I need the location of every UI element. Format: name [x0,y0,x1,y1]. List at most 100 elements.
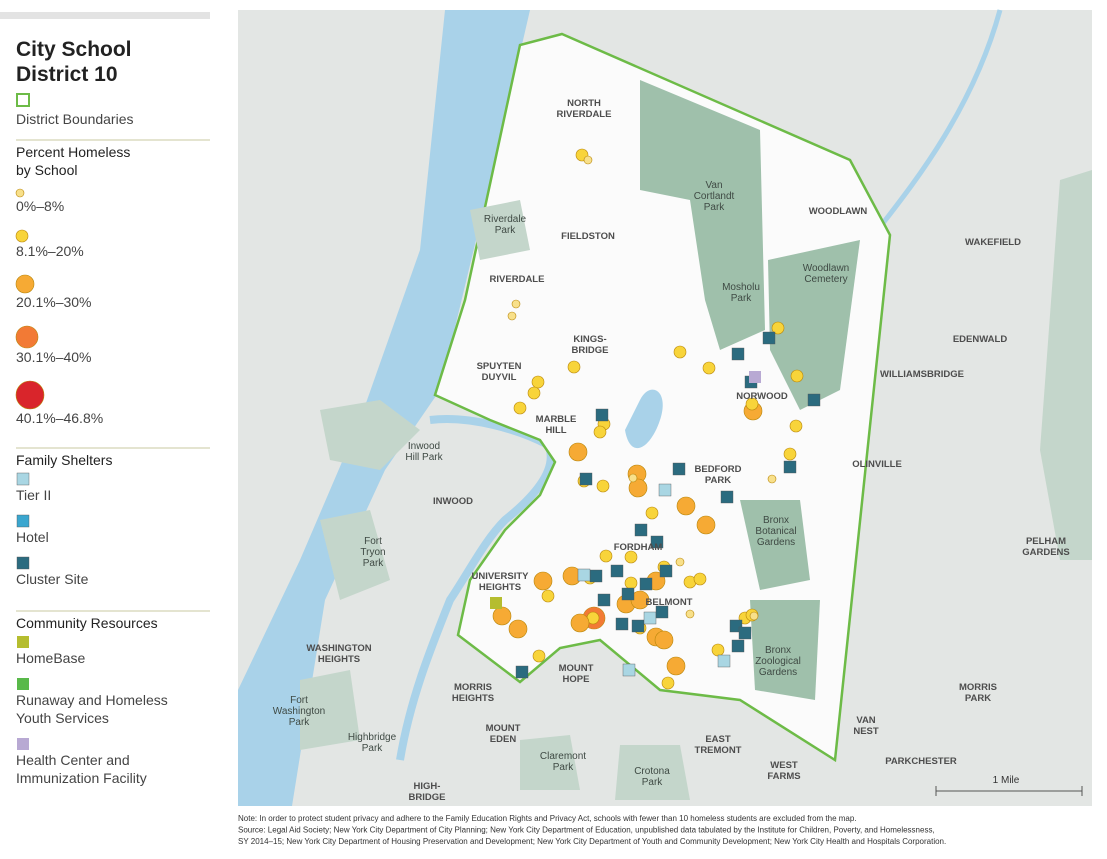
note: Source: Legal Aid Society; New York City… [238,826,935,835]
place-label: HEIGHTS [479,582,521,593]
legend-icon [16,514,30,528]
scale-label: 1 Mile [993,775,1020,786]
place-label: UNIVERSITY [471,571,529,582]
place-label: FIELDSTON [561,231,615,242]
park-label: Park [362,743,384,754]
park-label: Claremont [540,751,586,762]
place-label: FARMS [767,771,800,782]
park-area [640,80,765,350]
school-marker [507,311,517,321]
legend-item: Immunization Facility [16,770,147,786]
place-label: VAN [856,715,875,726]
shelter-marker [731,347,745,361]
place-label: GARDENS [1022,547,1070,558]
park-label: Bronx [763,515,789,526]
park-label: Cemetery [804,274,847,285]
place-label: HOPE [563,674,590,685]
park-label: Park [289,717,311,728]
park-label: Cortlandt [694,191,735,202]
place-label: WASHINGTON [306,643,371,654]
place-label: WILLIAMSBRIDGE [880,369,964,380]
school-marker [666,656,686,676]
legend-heading: Family Shelters [16,452,112,468]
place-label: MORRIS [959,682,997,693]
school-marker [541,589,555,603]
school-marker [789,419,803,433]
legend-item: 30.1%–40% [16,349,92,365]
place-label: DUYVIL [482,372,517,383]
park-area [520,735,580,790]
park-label: Zoological [755,656,801,667]
park-label: Park [363,558,385,569]
top-bar [0,12,210,19]
place-label: MARBLE [536,414,577,425]
legend-icon [17,678,29,690]
place-label: WAKEFIELD [965,237,1021,248]
place-label: TREMONT [695,745,742,756]
park-label: Gardens [757,537,795,548]
park-label: Fort [290,695,308,706]
map: 1 Mile [238,9,1092,806]
shelter-marker [579,472,593,486]
park-label: Van [705,180,722,191]
park-label: Inwood [408,441,440,452]
park-area [615,745,690,800]
boundary-swatch [16,93,30,107]
school-marker [628,473,638,483]
legend-item: Hotel [16,529,49,545]
shelter-marker [643,611,657,625]
school-marker [673,345,687,359]
place-label: HILL [545,425,566,436]
place-label: OLINVILLE [852,459,902,470]
shelter-marker [615,617,629,631]
park-label: Gardens [759,667,797,678]
place-label: KINGS- [573,334,606,345]
park-label: Park [642,777,664,788]
school-marker [513,401,527,415]
legend-item: Tier II [16,487,51,503]
shelter-marker [659,564,673,578]
shelter-marker [720,490,734,504]
school-marker [593,425,607,439]
park-area [300,670,360,750]
place-label: RIVERDALE [557,109,612,120]
school-marker [693,572,707,586]
place-label: INWOOD [433,496,473,507]
legend-icon [15,380,45,410]
shelter-marker [731,639,745,653]
school-marker [661,676,675,690]
school-marker [624,576,638,590]
school-marker [702,361,716,375]
place-label: PELHAM [1026,536,1066,547]
shelter-marker [597,593,611,607]
note: SY 2014–15; New York City Department of … [238,837,946,846]
park-area [470,200,530,260]
legend-item: 0%–8% [16,198,64,214]
school-marker [783,447,797,461]
shelter-marker [577,568,591,582]
place-label: FORDHAM [614,542,663,553]
legend-item: 20.1%–30% [16,294,92,310]
school-marker [654,630,674,650]
park-label: Park [495,225,517,236]
park-label: Highbridge [348,732,397,743]
legend-icon [15,274,35,294]
school-marker [570,613,590,633]
shelter-marker [783,460,797,474]
place-label: WEST [770,760,798,771]
legend-icon [17,636,29,648]
park-label: Botanical [755,526,796,537]
school-marker [568,442,588,462]
place-label: BELMONT [646,597,693,608]
place-label: EDEN [490,734,517,745]
school-marker [745,397,759,411]
place-label: BRIDGE [409,792,446,803]
school-marker [676,496,696,516]
school-marker [508,619,528,639]
school-marker [583,155,593,165]
park-label: Woodlawn [803,263,850,274]
shelter-marker [807,393,821,407]
school-marker [628,478,648,498]
shelter-marker [650,535,664,549]
